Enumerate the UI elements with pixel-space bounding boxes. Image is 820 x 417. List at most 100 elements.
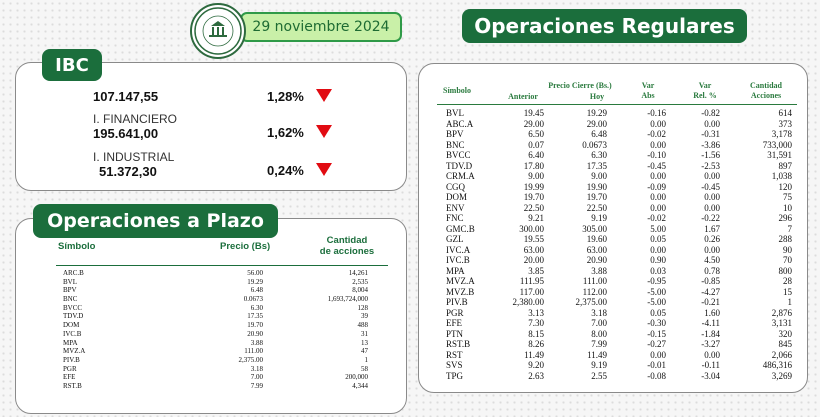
plazo-table-row: RST.B 7.99 4,344 bbox=[56, 382, 388, 391]
regulares-table-row: BPV 6.50 6.48 -0.02 -0.31 3,178 bbox=[437, 129, 797, 140]
reg-var-rel-cell: 0.00 bbox=[704, 192, 720, 202]
reg-var-abs-cell: 0.00 bbox=[650, 118, 666, 129]
plazo-price-cell: 19.70 bbox=[247, 321, 263, 330]
reg-qty-cell: 10 bbox=[783, 202, 792, 213]
reg-var-abs-cell: -0.01 bbox=[647, 360, 666, 370]
plazo-price-cell: 7.00 bbox=[250, 373, 263, 382]
reg-var-abs-cell: 0.03 bbox=[650, 265, 666, 276]
date-text: 29 noviembre 2024 bbox=[252, 19, 390, 35]
plazo-qty-cell: 13 bbox=[361, 338, 368, 347]
reg-var-rel-cell: 0.00 bbox=[704, 118, 720, 129]
plazo-symbol-cell: IVC.B bbox=[63, 329, 82, 338]
ibc-pct: 1,28% bbox=[267, 89, 304, 104]
plazo-price-cell: 6.30 bbox=[250, 303, 263, 312]
plazo-price-cell: 7.99 bbox=[250, 381, 263, 390]
plazo-table-row: DOM 19.70 488 bbox=[56, 321, 388, 330]
reg-var-rel-cell: 0.00 bbox=[704, 244, 720, 255]
regulares-table-row: PTN 8.15 8.00 -0.15 -1.84 320 bbox=[437, 329, 797, 340]
reg-symbol-cell: GMC.B bbox=[446, 223, 475, 234]
reg-var-abs-cell: 0.05 bbox=[650, 307, 666, 318]
reg-prev-cell: 6.40 bbox=[528, 150, 544, 160]
reg-today-cell: 17.35 bbox=[586, 160, 607, 171]
plazo-qty-cell: 8,004 bbox=[352, 286, 368, 295]
reg-today-cell: 11.49 bbox=[587, 349, 607, 360]
ibc-title-text: IBC bbox=[55, 54, 89, 76]
reg-var-rel-cell: -4.11 bbox=[701, 318, 720, 328]
reg-var-rel-cell: -0.21 bbox=[701, 297, 720, 307]
reg-var-abs-cell: -0.15 bbox=[647, 328, 666, 339]
ibc-row-industrial: I. INDUSTRIAL 51.372,30 0,24% bbox=[16, 150, 406, 186]
reg-today-cell: 7.00 bbox=[591, 318, 607, 328]
reg-prev-cell: 20.00 bbox=[523, 255, 544, 265]
plazo-table-row: PIV.B 2,375.00 1 bbox=[56, 356, 388, 365]
reg-var-rel-cell: -3.27 bbox=[701, 339, 720, 349]
reg-header-var-rel-2: Rel. % bbox=[693, 91, 717, 100]
reg-var-rel-cell: -1.56 bbox=[701, 150, 720, 160]
reg-prev-cell: 300.00 bbox=[519, 223, 544, 234]
plazo-qty-cell: 1,693,724,000 bbox=[327, 295, 368, 304]
reg-header-qty-2: Acciones bbox=[750, 91, 782, 100]
reg-var-rel-cell: -0.22 bbox=[701, 213, 720, 223]
reg-var-abs-cell: 0.00 bbox=[650, 192, 666, 202]
plazo-table-row: EFE 7.00 200,000 bbox=[56, 373, 388, 382]
down-arrow-icon bbox=[316, 89, 332, 102]
reg-prev-cell: 9.20 bbox=[528, 360, 544, 370]
reg-symbol-cell: RST bbox=[446, 349, 463, 360]
reg-prev-cell: 11.49 bbox=[524, 349, 544, 360]
reg-today-cell: 19.29 bbox=[586, 108, 607, 118]
reg-var-rel-cell: 4.50 bbox=[704, 255, 720, 265]
reg-var-abs-cell: -0.09 bbox=[647, 181, 666, 192]
regulares-table-row: TDV.D 17.80 17.35 -0.45 -2.53 897 bbox=[437, 161, 797, 172]
reg-qty-cell: 296 bbox=[778, 213, 793, 223]
plazo-table-row: BNC 0.0673 1,693,724,000 bbox=[56, 295, 388, 304]
reg-header-price-close: Precio Cierre (Bs.) bbox=[548, 81, 612, 90]
reg-qty-cell: 733,000 bbox=[762, 139, 792, 150]
reg-var-abs-cell: -0.02 bbox=[647, 213, 666, 223]
reg-var-abs-cell: 0.00 bbox=[650, 171, 666, 181]
plazo-price-cell: 6.48 bbox=[250, 286, 263, 295]
regulares-card: Símbolo Precio Cierre (Bs.) Anterior Hoy… bbox=[418, 63, 808, 393]
reg-symbol-cell: MPA bbox=[446, 265, 465, 276]
plazo-price-cell: 111.00 bbox=[244, 347, 263, 356]
plazo-table-row: BVL 19.29 2,535 bbox=[56, 278, 388, 287]
plazo-table-body: ARC.B 56.00 14,261 BVL 19.29 2,535 BPV 6.48 8,00… bbox=[56, 269, 388, 391]
reg-qty-cell: 31,591 bbox=[767, 150, 792, 160]
ibc-value-industrial: 51.372,30 bbox=[99, 164, 157, 179]
reg-header-var-abs-1: Var bbox=[641, 81, 655, 90]
plazo-header-qty: Cantidad de acciones bbox=[312, 235, 382, 257]
plazo-symbol-cell: ARC.B bbox=[63, 269, 84, 277]
reg-symbol-cell: PIV.B bbox=[446, 297, 468, 307]
regulares-table-row: FNC 9.21 9.19 -0.02 -0.22 296 bbox=[437, 213, 797, 224]
plazo-symbol-cell: DOM bbox=[63, 321, 80, 330]
reg-today-cell: 6.30 bbox=[591, 150, 607, 160]
plazo-header-price: Precio (Bs) bbox=[220, 241, 271, 252]
reg-today-cell: 3.88 bbox=[591, 265, 607, 276]
plazo-header-qty-line1: Cantidad bbox=[326, 235, 368, 246]
reg-var-abs-cell: 0.90 bbox=[650, 255, 666, 265]
reg-var-abs-cell: -0.02 bbox=[647, 129, 666, 139]
plazo-qty-cell: 47 bbox=[361, 347, 368, 356]
plazo-table-row: MPA 3.88 13 bbox=[56, 339, 388, 348]
plazo-qty-cell: 2,535 bbox=[352, 277, 368, 286]
reg-header-var-abs-2: Abs bbox=[641, 91, 655, 100]
plazo-symbol-cell: PIV.B bbox=[63, 355, 80, 364]
reg-today-cell: 2.55 bbox=[591, 370, 607, 381]
reg-symbol-cell: MVZ.B bbox=[446, 286, 475, 297]
date-badge: 29 noviembre 2024 bbox=[240, 12, 402, 42]
regulares-table-row: PGR 3.13 3.18 0.05 1.60 2,876 bbox=[437, 308, 797, 319]
reg-var-abs-cell: -0.30 bbox=[647, 318, 666, 328]
reg-today-cell: 0.0673 bbox=[582, 139, 607, 150]
reg-symbol-cell: CGQ bbox=[446, 181, 466, 192]
reg-header-var-rel-1: Var bbox=[698, 81, 712, 90]
reg-qty-cell: 7 bbox=[787, 223, 793, 234]
plazo-qty-cell: 58 bbox=[361, 364, 368, 373]
plazo-header-qty-line2: de acciones bbox=[319, 246, 375, 257]
reg-qty-cell: 373 bbox=[778, 118, 793, 129]
plazo-symbol-cell: BNC bbox=[63, 295, 78, 304]
reg-today-cell: 111.00 bbox=[582, 276, 607, 286]
reg-prev-cell: 2.63 bbox=[528, 370, 544, 381]
reg-prev-cell: 22.50 bbox=[523, 202, 544, 213]
ibc-pct-financiero: 1,62% bbox=[267, 125, 304, 140]
regulares-table-row: BVL 19.45 19.29 -0.16 -0.82 614 bbox=[437, 108, 797, 119]
ibc-card: 107.147,55 1,28% I. FINANCIERO 195.641,0… bbox=[15, 62, 407, 191]
